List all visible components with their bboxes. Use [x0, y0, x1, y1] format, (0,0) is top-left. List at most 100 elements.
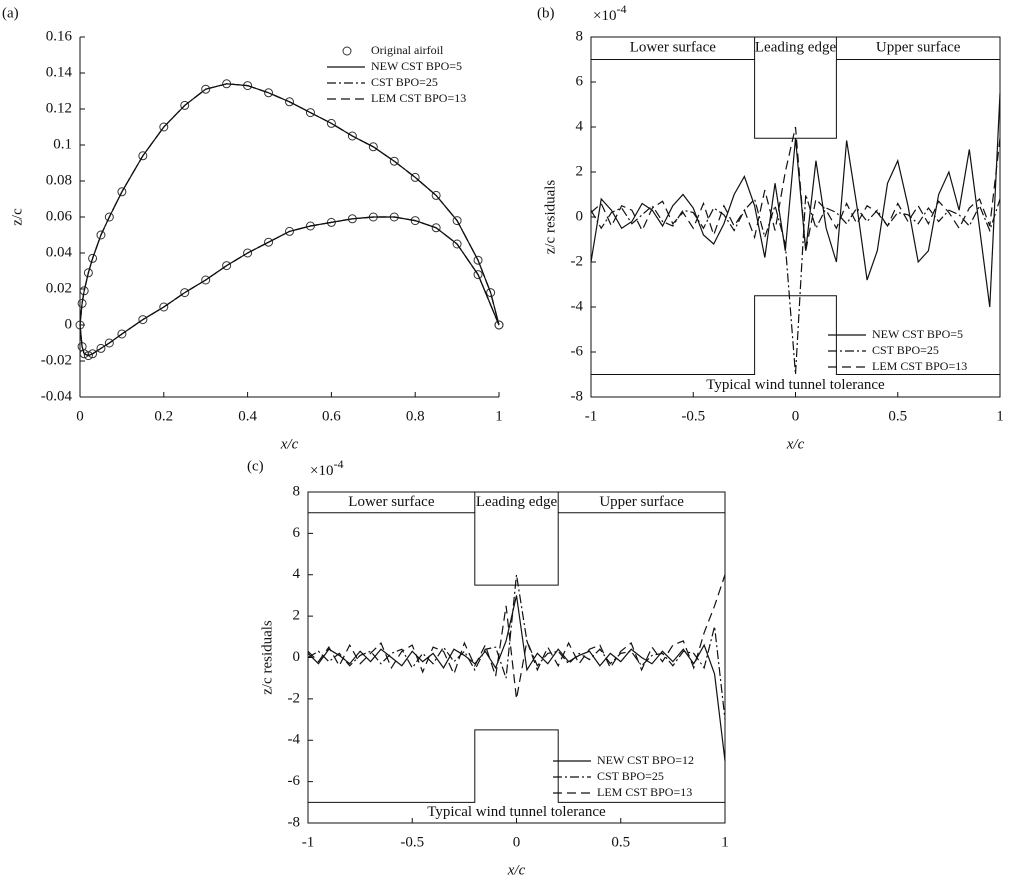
y-tick-label: 0.06 [46, 208, 73, 224]
data-point [96, 230, 106, 240]
data-point [285, 226, 294, 236]
legend-label: LEM CST BPO=13 [597, 785, 692, 799]
data-point [431, 190, 441, 200]
series-line [79, 83, 500, 357]
panel-label: (b) [537, 5, 555, 21]
x-tick-label: -1 [585, 408, 598, 424]
y-tick-label: -6 [571, 343, 584, 359]
x-tick-label: 0.8 [406, 408, 425, 424]
legend-label: NEW CST BPO=5 [872, 327, 963, 341]
series-line [590, 126, 1001, 251]
data-point [180, 100, 190, 110]
legend-marker [342, 46, 352, 56]
y-tick-label: -8 [571, 388, 584, 404]
y-tick-label: -8 [288, 814, 301, 830]
series-line [79, 83, 500, 357]
data-point [117, 187, 127, 197]
x-tick-label: 0 [792, 408, 800, 424]
data-point [326, 118, 336, 128]
y-multiplier-base: ×10 [593, 8, 616, 24]
x-tick-label: -0.5 [681, 408, 705, 424]
legend-label: NEW CST BPO=12 [597, 753, 694, 767]
region-label: Lower surface [348, 494, 435, 510]
x-tick-label: 0.5 [611, 834, 630, 850]
data-point [222, 261, 232, 271]
data-point [104, 212, 114, 222]
y-tick-label: 8 [293, 483, 301, 499]
region-label: Upper surface [599, 494, 684, 510]
data-point [83, 351, 93, 361]
panel-label: (a) [2, 5, 19, 21]
data-point [486, 288, 496, 298]
data-point [264, 88, 274, 98]
y-multiplier-exponent: -4 [616, 2, 626, 16]
data-point [201, 275, 211, 285]
x-tick-label: 1 [996, 408, 1004, 424]
y-axis-label: z/c [9, 208, 25, 226]
y-multiplier: ×10-4 [593, 2, 626, 25]
data-point [452, 216, 462, 226]
y-multiplier-base: ×10 [310, 463, 333, 479]
panel-label: (c) [247, 458, 264, 474]
y-tick-label: 0.02 [46, 280, 72, 296]
data-point [159, 122, 169, 132]
tolerance-upper [308, 512, 725, 586]
y-tick-label: 8 [576, 28, 584, 44]
x-axis-label: x/c [786, 436, 805, 452]
data-point [368, 142, 378, 152]
x-tick-label: 0 [513, 834, 521, 850]
x-tick-label: -0.5 [400, 834, 424, 850]
region-label: Leading edge [476, 494, 558, 510]
y-tick-label: 6 [576, 73, 584, 89]
y-tick-label: 0.16 [46, 28, 73, 44]
data-point [410, 216, 420, 226]
data-point [117, 329, 127, 339]
y-axis-label: z/c residuals [542, 180, 558, 255]
x-tick-label: 0 [76, 408, 84, 424]
legend-label: LEM CST BPO=13 [371, 91, 466, 105]
data-point [79, 286, 89, 296]
series-line [307, 574, 726, 720]
legend-label: CST BPO=25 [872, 343, 939, 357]
y-tick-label: 0.1 [53, 136, 72, 152]
x-axis-label: x/c [280, 436, 299, 452]
data-point [201, 84, 211, 94]
data-point [83, 268, 93, 278]
data-point [347, 131, 357, 141]
legend-label: CST BPO=25 [597, 769, 664, 783]
x-tick-label: 1 [495, 408, 503, 424]
x-axis-label: x/c [507, 862, 526, 878]
data-point [431, 223, 441, 233]
data-point [159, 302, 169, 312]
data-point [138, 151, 148, 161]
y-tick-label: -0.04 [41, 388, 73, 404]
y-tick-label: 0 [293, 649, 301, 665]
data-point [180, 288, 190, 298]
y-tick-label: 6 [293, 525, 301, 541]
data-point [452, 239, 462, 249]
tolerance-label: Typical wind tunnel tolerance [427, 804, 606, 820]
data-point [104, 338, 114, 348]
data-point [494, 320, 504, 330]
x-tick-label: 0.6 [322, 408, 341, 424]
data-point [243, 248, 253, 258]
y-tick-label: -4 [288, 732, 301, 748]
x-tick-label: 1 [721, 834, 729, 850]
y-tick-label: 4 [293, 566, 301, 582]
data-point [285, 97, 294, 107]
data-point [264, 237, 274, 247]
data-point [326, 217, 336, 227]
y-tick-label: 2 [576, 163, 584, 179]
data-point [473, 255, 483, 265]
y-tick-label: 0.14 [46, 64, 73, 80]
series-line [79, 83, 500, 357]
legend-label: LEM CST BPO=13 [872, 359, 967, 373]
data-point [96, 343, 106, 353]
tolerance-lower [308, 729, 725, 803]
y-tick-label: 0.08 [46, 172, 72, 188]
x-tick-label: 0.5 [888, 408, 907, 424]
data-point [138, 315, 148, 325]
tolerance-lower [591, 295, 1000, 375]
y-tick-label: -4 [571, 298, 584, 314]
